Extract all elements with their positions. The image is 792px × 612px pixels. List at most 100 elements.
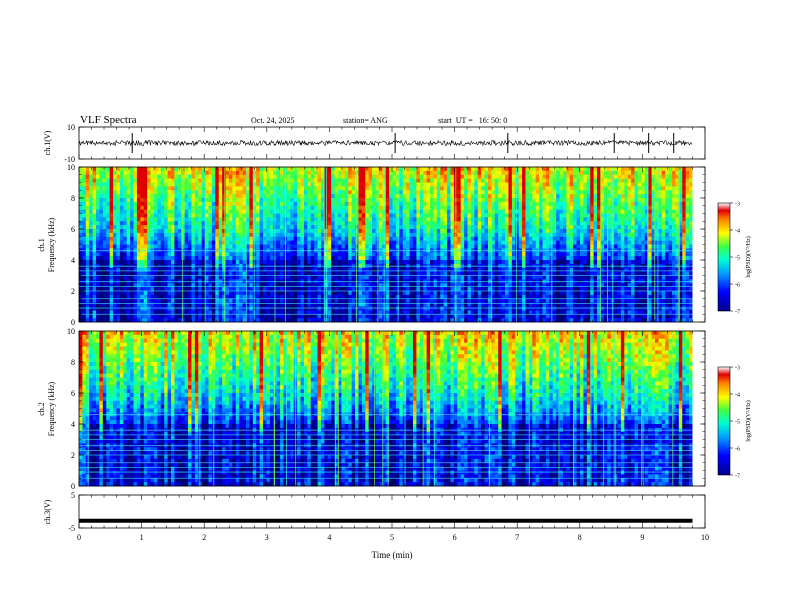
ch1-spectrogram-cell — [433, 236, 438, 242]
ch1-spectrogram-cell — [307, 236, 312, 242]
ch1-spectrogram-cell — [481, 302, 485, 307]
ch1-spectrogram-cell — [358, 182, 363, 187]
ch1-spectrogram-cell — [487, 178, 492, 183]
ch1-spectrogram-cell — [242, 167, 247, 172]
ch1-spectrogram-cell — [314, 174, 318, 180]
ch1-spectrogram-cell — [293, 275, 298, 280]
ch1-spectrogram-cell — [218, 240, 223, 245]
ch1-spectrogram-cell — [177, 229, 182, 234]
ch1-spectrogram-cell — [334, 294, 339, 300]
ch1-spectrogram-cell — [113, 209, 117, 214]
ch1-spectrogram-cell — [246, 236, 250, 242]
ch1-spectrogram-cell — [157, 232, 162, 238]
ch1-spectrogram-cell — [481, 236, 485, 242]
ch1-spectrogram-cell — [392, 201, 397, 207]
ch1-spectrogram-cell — [215, 260, 220, 265]
ch1-spectrogram-cell — [477, 170, 482, 176]
ch1-spectrogram-cell — [293, 306, 298, 311]
ch1-spectrogram-cell — [416, 174, 421, 180]
ch1-spectrogram-cell — [331, 256, 336, 261]
ch1-spectrogram-cell — [239, 209, 243, 214]
ch1-spectrogram-cell — [348, 275, 353, 280]
ch1-spectrogram-cell — [409, 283, 414, 288]
ch1-spectrogram-cell — [433, 291, 438, 296]
ch1-spectrogram-cell — [443, 225, 448, 230]
ch1-spectrogram-cell — [215, 225, 220, 230]
ch1-spectrogram-cell — [286, 225, 291, 230]
ch1-spectrogram-cell — [440, 194, 445, 199]
ch1-spectrogram-cell — [191, 275, 196, 280]
ch1-spectrogram-cell — [194, 225, 199, 230]
ch1-spectrogram-cell — [286, 244, 291, 249]
ch1-spectrogram-cell — [256, 174, 261, 180]
ch1-spectrogram-cell — [109, 201, 114, 207]
ch1-spectrogram-cell — [389, 190, 393, 195]
ch1-spectrogram-cell — [430, 225, 434, 230]
ch1-spectrogram-cell — [99, 174, 104, 180]
ch1-spectrogram-cell — [246, 256, 250, 261]
ch1-spectrogram-cell — [331, 186, 336, 191]
ch1-spectrogram-cell — [184, 252, 189, 257]
ch1-spectrogram-cell — [126, 236, 131, 242]
ch1-spectrogram-cell — [188, 186, 192, 191]
ch1-spectrogram-cell — [402, 198, 407, 203]
ch1-spectrogram-cell — [433, 170, 438, 176]
ch1-spectrogram-cell — [290, 217, 295, 222]
ch1-spectrogram-cell — [320, 201, 325, 207]
ch1-spectrogram-cell — [242, 306, 247, 311]
ch1-spectrogram-cell — [338, 287, 342, 292]
ch1-spectrogram-cell — [389, 209, 393, 214]
ch1-spectrogram-cell — [385, 190, 390, 195]
ch1-spectrogram-cell — [123, 201, 128, 207]
ch1-spectrogram-cell — [276, 287, 281, 292]
ch1-spectrogram-cell — [293, 167, 298, 172]
ch1-spectrogram-cell — [106, 240, 111, 245]
ch1-spectrogram-cell — [358, 244, 363, 249]
ch1-spectrogram-cell — [300, 240, 305, 245]
ch1-spectrogram-cell — [491, 201, 496, 207]
ch1-spectrogram-cell — [447, 198, 451, 203]
ch1-spectrogram-cell — [119, 283, 124, 288]
ch1-spectrogram-cell — [361, 205, 366, 211]
ch1-spectrogram-cell — [82, 194, 87, 199]
ch1-spectrogram-cell — [218, 209, 223, 214]
ch1-spectrogram-cell — [423, 167, 428, 172]
ch1-spectrogram-cell — [92, 190, 97, 195]
ch1-spectrogram-cell — [140, 225, 145, 230]
ch1-spectrogram-cell — [447, 302, 451, 307]
ch1-spectrogram-cell — [320, 287, 325, 292]
ch1-spectrogram-cell — [320, 314, 325, 319]
ch1-spectrogram-cell — [375, 271, 380, 276]
ch1-spectrogram-cell — [198, 298, 203, 304]
ch1-spectrogram-cell — [263, 178, 267, 183]
ch1-spectrogram-cell — [259, 201, 264, 207]
ch1-spectrogram-cell — [130, 287, 134, 292]
ch1-spectrogram-cell — [481, 190, 485, 195]
ch1-spectrogram-cell — [409, 260, 414, 265]
ch1-spectrogram-cell — [164, 194, 169, 199]
ch1-spectrogram-cell — [82, 232, 87, 238]
ch1-spectrogram-cell — [239, 236, 243, 242]
ch1-spectrogram-cell — [280, 302, 284, 307]
ch1-spectrogram-cell — [355, 232, 359, 238]
ch1-spectrogram-cell — [109, 310, 114, 315]
ch1-spectrogram-cell — [177, 182, 182, 187]
ch1-spectrogram-cell — [174, 260, 179, 265]
ch1-spectrogram-cell — [218, 221, 223, 226]
ch1-spectrogram-cell — [375, 236, 380, 242]
ch1-spectrogram-cell — [147, 271, 151, 276]
ch1-spectrogram-cell — [317, 232, 322, 238]
ch1-spectrogram-cell — [259, 260, 264, 265]
ch1-spectrogram-cell — [205, 213, 209, 218]
ch1-spectrogram-cell — [119, 291, 124, 296]
ch1-spectrogram-cell — [419, 291, 424, 296]
ch1-spectrogram-cell — [450, 310, 455, 315]
ch1-spectrogram-cell — [126, 294, 131, 300]
ch1-spectrogram-cell — [133, 267, 138, 273]
ch1-spectrogram-cell — [419, 232, 424, 238]
ch1-spectrogram-cell — [491, 232, 496, 238]
ch1-spectrogram-cell — [242, 252, 247, 257]
ch1-spectrogram-cell — [208, 221, 213, 226]
ch1-spectrogram-cell — [252, 298, 257, 304]
ch1-spectrogram-cell — [338, 294, 342, 300]
